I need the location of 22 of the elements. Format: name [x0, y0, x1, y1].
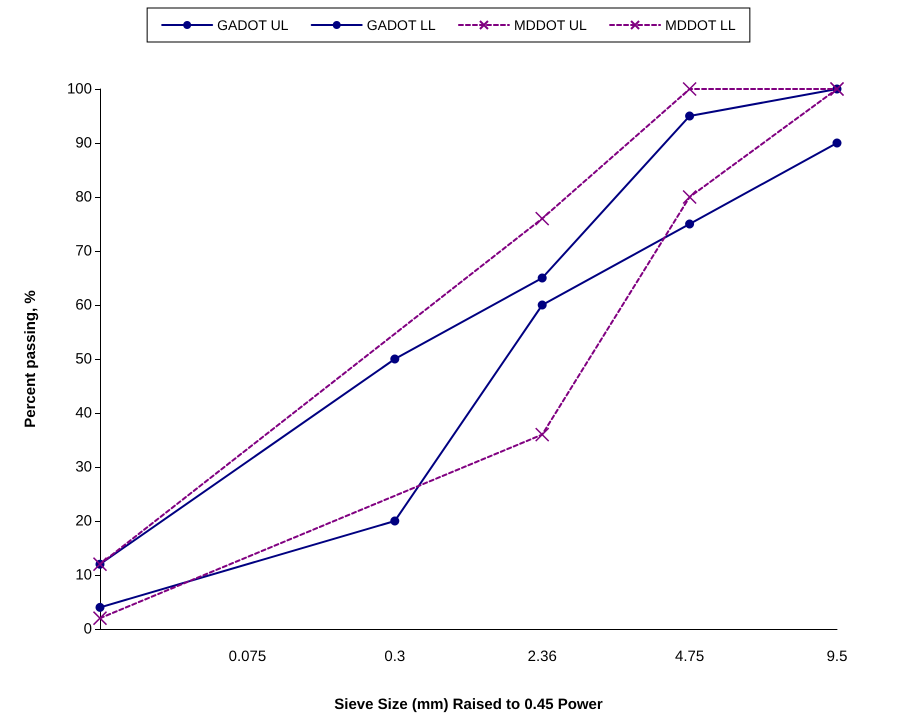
y-tick-label: 90	[75, 134, 92, 152]
legend-label: GADOT LL	[366, 17, 436, 33]
x-tick-label: 0.3	[384, 648, 406, 665]
y-tick-label: 20	[75, 512, 92, 530]
y-tick-label: 80	[75, 188, 92, 206]
y-tick-label: 40	[75, 404, 92, 422]
y-tick-label: 0	[84, 620, 92, 638]
y-axis-title: Percent passing, %	[22, 290, 39, 428]
y-tick-label: 10	[75, 566, 92, 584]
y-tick-label: 70	[75, 242, 92, 260]
x-tick-label: 9.5	[826, 648, 848, 665]
legend-label: MDDOT UL	[514, 17, 588, 33]
y-tick-label: 100	[66, 80, 92, 98]
y-tick-label: 50	[75, 350, 92, 368]
x-tick-label: 0.075	[228, 648, 266, 665]
x-axis-title: Sieve Size (mm) Raised to 0.45 Power	[334, 696, 603, 713]
y-tick-label: 30	[75, 458, 92, 476]
legend-label: GADOT UL	[217, 17, 289, 33]
legend-label: MDDOT LL	[665, 17, 736, 33]
y-tick-label: 60	[75, 296, 92, 314]
x-tick-label: 4.75	[675, 648, 704, 665]
x-tick-label: 2.36	[528, 648, 557, 665]
